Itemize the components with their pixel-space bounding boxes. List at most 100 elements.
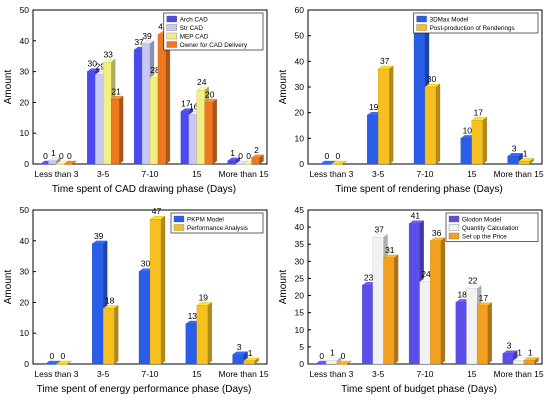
y-tick-label: 30: [295, 256, 305, 266]
bar-front: [362, 285, 374, 365]
bar-front: [48, 160, 57, 165]
bar-front: [188, 114, 197, 165]
bar-side: [67, 360, 72, 365]
data-label: 17: [474, 107, 484, 117]
data-label: 1: [517, 348, 522, 358]
bar-front: [243, 163, 252, 165]
legend: [170, 212, 264, 234]
x-tick-label: Less than 3: [34, 369, 78, 379]
bar-front: [408, 223, 420, 365]
x-tick-label: 3-5: [372, 169, 385, 179]
y-tick-label: 40: [20, 36, 30, 46]
data-label: 1: [523, 148, 528, 158]
bar: [149, 215, 166, 365]
data-label: 37: [134, 37, 144, 47]
x-tick-label: Less than 3: [309, 369, 353, 379]
bar: [196, 302, 213, 365]
y-tick-label: 50: [20, 205, 30, 215]
data-label: 39: [94, 231, 104, 241]
x-tick-label: 15: [192, 169, 202, 179]
legend-label: Str CAD: [180, 25, 204, 32]
data-label: 24: [197, 77, 207, 87]
legend-swatch: [173, 215, 185, 223]
bar-front: [133, 49, 143, 165]
data-label: 0: [246, 151, 251, 161]
data-label: 42: [158, 22, 168, 32]
bar-front: [476, 305, 488, 365]
bar-side: [114, 305, 119, 365]
data-label: 30: [141, 259, 151, 269]
bar-front: [40, 163, 49, 165]
y-tick-label: 40: [295, 222, 305, 232]
bar-front: [518, 161, 530, 165]
data-label: 0: [61, 351, 66, 361]
bar-front: [103, 308, 115, 365]
data-label: 20: [205, 89, 215, 99]
x-tick-label: 7-10: [416, 369, 433, 379]
data-label: 0: [67, 151, 72, 161]
legend-label: Owner for CAD Delivery: [180, 42, 248, 49]
x-tick-label: More than 15: [219, 169, 269, 179]
data-label: 0: [59, 151, 64, 161]
bar: [47, 157, 61, 165]
y-tick-label: 40: [20, 236, 30, 246]
legend-swatch: [166, 41, 177, 48]
y-tick-label: 20: [20, 97, 30, 107]
y-tick-label: 20: [20, 297, 30, 307]
bar-front: [149, 219, 162, 365]
x-tick-label: 15: [467, 369, 477, 379]
bar-side: [435, 83, 441, 165]
bar-front: [331, 163, 343, 165]
bar-side: [72, 160, 77, 165]
y-tick-label: 15: [295, 308, 305, 318]
y-tick-label: 50: [295, 31, 305, 41]
y-tick-label: 20: [295, 291, 305, 301]
legend-swatch: [173, 224, 185, 231]
bar-side: [165, 31, 171, 165]
x-tick-label: 7-10: [141, 369, 158, 379]
y-tick-label: 45: [295, 205, 305, 215]
cad-chart: 0 10 20 30 40 50 Amount Time spent of CAD drawi…: [0, 0, 275, 200]
x-tick-label: 15: [192, 369, 202, 379]
bar-front: [419, 281, 431, 365]
y-tick-label: 30: [20, 267, 30, 277]
bar-side: [389, 65, 394, 165]
y-tick-label: 10: [20, 328, 30, 338]
bar-side: [342, 160, 347, 165]
bar: [63, 160, 77, 165]
bar-front: [320, 163, 332, 165]
bar-front: [507, 156, 519, 165]
bar: [325, 357, 342, 365]
bar-front: [196, 305, 208, 365]
bar: [227, 157, 241, 165]
bar-front: [455, 302, 467, 365]
legend-swatch: [448, 232, 460, 240]
bar: [429, 237, 446, 365]
data-label: 29: [95, 62, 105, 72]
bar-front: [251, 157, 260, 165]
bar-front: [471, 120, 483, 165]
data-label: 23: [364, 272, 374, 282]
bar: [377, 65, 394, 165]
x-tick-label: Less than 3: [34, 169, 78, 179]
data-label: 36: [432, 228, 442, 238]
y-tick-label: 60: [295, 5, 305, 15]
bar: [518, 158, 535, 165]
x-tick-label: More than 15: [494, 369, 544, 379]
bar-front: [56, 363, 68, 365]
legend: [163, 12, 264, 51]
bar: [251, 154, 264, 165]
data-label: 30: [427, 74, 437, 84]
budget-chart: 0 5 10 15 20 25 30 35 40 45 Amount Time spent of bu…: [275, 200, 550, 400]
rendering-chart: 0 10 20 30 40 50 60 Amount Time spent of renderi…: [275, 0, 550, 200]
bar-side: [440, 237, 446, 365]
x-tick-label: More than 15: [494, 169, 544, 179]
bar-front: [204, 102, 213, 165]
y-tick-label: 10: [20, 128, 30, 138]
y-tick-label: 0: [299, 159, 304, 169]
legend-swatch: [416, 24, 427, 31]
legend-label: PKPM Model: [187, 217, 224, 224]
data-label: 21: [111, 86, 121, 96]
data-label: 1: [230, 148, 235, 158]
x-tick-label: 3-5: [97, 169, 110, 179]
